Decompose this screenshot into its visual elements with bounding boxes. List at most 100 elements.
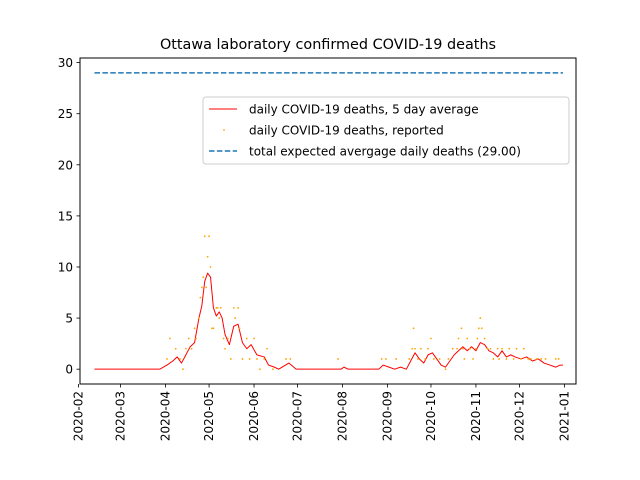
data-point — [245, 337, 248, 340]
data-point — [456, 347, 458, 350]
data-point — [438, 358, 441, 360]
data-point — [466, 337, 469, 340]
y-tick-label: 5 — [65, 312, 73, 326]
data-point — [229, 358, 232, 360]
data-point — [515, 347, 518, 350]
data-point — [463, 358, 466, 360]
chart-title: Ottawa laboratory confirmed COVID-19 dea… — [160, 37, 496, 53]
data-point — [505, 358, 508, 360]
data-point — [271, 368, 274, 371]
data-point — [202, 276, 205, 279]
data-point — [411, 347, 414, 350]
data-point — [427, 347, 429, 350]
data-point — [337, 358, 340, 360]
data-point — [248, 358, 251, 360]
data-point — [486, 347, 489, 350]
data-point — [199, 296, 202, 299]
y-tick-label: 20 — [58, 158, 73, 172]
data-point — [166, 358, 168, 360]
data-point — [256, 358, 258, 360]
x-tick-label: 2020-11 — [469, 391, 483, 441]
data-point — [266, 347, 268, 350]
data-point — [234, 317, 237, 319]
x-tick-label: 2020-09 — [380, 391, 394, 441]
x-tick-label: 2020-03 — [114, 391, 128, 441]
data-point — [289, 358, 292, 360]
data-point — [385, 358, 387, 360]
data-point — [457, 337, 460, 340]
data-point — [408, 358, 411, 360]
x-tick-label: 2020-07 — [291, 391, 305, 441]
legend-label: total expected avergage daily deaths (29… — [249, 145, 521, 159]
data-point — [498, 358, 501, 360]
data-point — [496, 347, 499, 350]
legend-box — [202, 96, 570, 165]
data-point — [258, 368, 261, 371]
data-point — [512, 358, 515, 360]
plot-area — [94, 72, 563, 371]
data-point — [554, 358, 557, 360]
legend-label: daily COVID-19 deaths, 5 day average — [249, 103, 479, 117]
data-point — [208, 235, 210, 238]
data-point — [479, 317, 482, 319]
data-point — [219, 306, 222, 309]
data-point — [472, 358, 474, 360]
data-point — [469, 347, 472, 350]
x-tick-label: 2020-12 — [512, 391, 526, 441]
data-point — [476, 337, 479, 340]
data-point — [237, 306, 239, 309]
data-point — [169, 337, 171, 340]
data-point — [216, 306, 219, 309]
data-point — [198, 317, 200, 319]
data-point — [395, 358, 398, 360]
data-point — [212, 327, 215, 330]
data-point — [430, 337, 432, 340]
data-point — [253, 337, 255, 340]
average-deaths-line — [94, 272, 563, 370]
data-point — [195, 337, 197, 340]
data-point — [461, 347, 464, 350]
data-point — [224, 347, 226, 350]
data-point — [501, 347, 503, 350]
data-point — [241, 358, 244, 360]
data-point — [232, 306, 235, 309]
data-point — [540, 358, 543, 360]
x-tick-label: 2021-01 — [557, 391, 571, 441]
y-tick-label: 15 — [58, 209, 73, 223]
data-point — [417, 358, 419, 360]
data-point — [209, 266, 212, 268]
data-point — [492, 358, 495, 360]
data-point — [227, 337, 229, 340]
data-point — [444, 368, 447, 371]
data-point — [460, 327, 463, 330]
data-point — [218, 317, 221, 319]
x-tick-label: 2020-05 — [202, 391, 216, 441]
y-tick-label: 25 — [58, 107, 73, 121]
legend-label: daily COVID-19 deaths, reported — [249, 124, 444, 138]
legend-marker — [223, 129, 225, 131]
data-point — [432, 358, 435, 360]
data-point — [508, 347, 511, 350]
data-point — [203, 235, 206, 238]
data-point — [535, 358, 538, 360]
data-point — [412, 327, 415, 330]
data-point — [530, 358, 532, 360]
data-point — [263, 358, 266, 360]
data-point — [238, 327, 241, 330]
axes-frame — [79, 57, 577, 385]
data-point — [215, 306, 218, 309]
data-point — [380, 358, 383, 360]
data-point — [424, 358, 427, 360]
data-point — [557, 358, 560, 360]
x-tick-label: 2020-02 — [72, 391, 86, 441]
data-point — [182, 368, 184, 371]
x-tick-label: 2020-08 — [336, 391, 350, 441]
y-tick-label: 0 — [65, 363, 73, 377]
data-point — [419, 347, 422, 350]
data-point — [285, 358, 287, 360]
data-point — [184, 347, 187, 350]
data-point — [489, 347, 492, 350]
data-point — [447, 358, 450, 360]
data-point — [527, 358, 530, 360]
